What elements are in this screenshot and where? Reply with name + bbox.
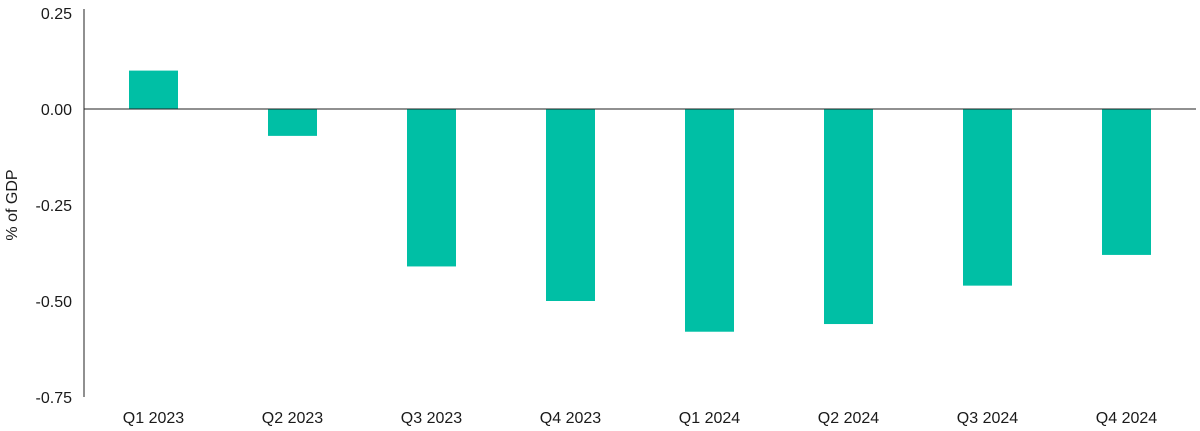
y-axis-title: % of GDP bbox=[4, 169, 21, 240]
bar bbox=[129, 70, 178, 109]
bar bbox=[963, 109, 1012, 286]
bar bbox=[268, 109, 317, 136]
y-tick-label: -0.50 bbox=[36, 294, 73, 311]
x-axis-ticks: Q1 2023 Q2 2023 Q3 2023 Q4 2023 Q1 2024 Q2 20… bbox=[123, 410, 1157, 427]
y-tick-label: 0.25 bbox=[41, 6, 72, 23]
bar bbox=[685, 109, 734, 332]
x-tick-label: Q3 2024 bbox=[957, 410, 1018, 427]
x-tick-label: Q4 2024 bbox=[1096, 410, 1157, 427]
y-axis-ticks: 0.25 0.00 -0.25 -0.50 -0.75 bbox=[36, 6, 73, 407]
x-tick-label: Q2 2023 bbox=[262, 410, 323, 427]
y-tick-label: -0.25 bbox=[36, 198, 73, 215]
bar bbox=[824, 109, 873, 325]
bar bbox=[407, 109, 456, 267]
bars-group bbox=[129, 70, 1151, 332]
x-tick-label: Q2 2024 bbox=[818, 410, 879, 427]
bar bbox=[546, 109, 595, 301]
x-tick-label: Q4 2023 bbox=[540, 410, 601, 427]
bar bbox=[1102, 109, 1151, 255]
y-tick-label: 0.00 bbox=[41, 102, 72, 119]
x-tick-label: Q1 2024 bbox=[679, 410, 740, 427]
x-tick-label: Q1 2023 bbox=[123, 410, 184, 427]
y-tick-label: -0.75 bbox=[36, 390, 73, 407]
x-tick-label: Q3 2023 bbox=[401, 410, 462, 427]
